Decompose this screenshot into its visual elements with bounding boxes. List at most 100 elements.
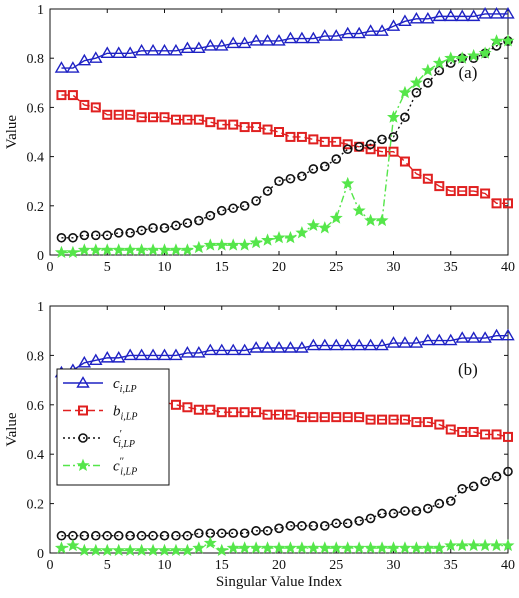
data-point-c_dprime — [295, 226, 309, 239]
x-tick-label: 20 — [272, 260, 286, 275]
data-point-c_dprime — [352, 541, 366, 554]
data-point-c_dprime — [306, 218, 320, 231]
data-point-b — [468, 426, 479, 437]
data-point-c_prime — [434, 498, 445, 509]
y-tick-label: 0.2 — [27, 498, 45, 513]
series-c_prime — [56, 466, 513, 541]
data-point-c_prime — [136, 530, 147, 541]
legend-marker-c_prime — [78, 433, 88, 443]
data-point-c — [226, 343, 240, 356]
data-point-c_dprime — [112, 243, 126, 256]
x-tick-label: 0 — [47, 558, 54, 573]
data-point-c — [489, 328, 504, 341]
data-point-c — [352, 26, 366, 39]
y-tick-label: 0.6 — [27, 399, 45, 414]
x-tick-label: 5 — [104, 558, 111, 573]
data-point-c_prime — [239, 201, 250, 211]
data-point-b — [331, 412, 342, 423]
data-point-b — [411, 417, 422, 428]
data-point-b — [296, 131, 307, 142]
data-point-b — [193, 114, 204, 125]
data-point-c — [192, 41, 206, 54]
data-point-c_prime — [102, 530, 113, 541]
data-point-c_prime — [262, 186, 273, 196]
data-point-c_dprime — [398, 541, 412, 554]
data-point-c_dprime — [203, 536, 217, 549]
data-point-c — [329, 338, 343, 351]
x-tick-label: 40 — [501, 260, 515, 275]
legend-marker-c — [76, 376, 90, 388]
data-point-b — [319, 136, 330, 147]
data-point-c_dprime — [66, 245, 80, 259]
data-point-c_dprime — [54, 245, 68, 259]
data-point-b — [182, 402, 193, 413]
data-point-c_prime — [331, 518, 342, 529]
data-point-c — [340, 338, 355, 351]
data-point-c_prime — [274, 523, 284, 534]
data-point-c_prime — [503, 466, 513, 477]
data-point-c_dprime — [352, 203, 366, 217]
data-point-b — [216, 119, 227, 130]
data-point-c — [157, 43, 172, 56]
data-point-b — [342, 139, 353, 150]
data-point-c_dprime — [169, 543, 183, 557]
data-point-c_dprime — [89, 543, 103, 557]
data-point-c — [77, 53, 92, 66]
data-point-c_dprime — [444, 51, 458, 64]
data-point-c — [398, 14, 412, 26]
legend-marker-c_dprime — [76, 458, 90, 472]
data-point-c_prime — [411, 506, 422, 516]
data-point-b — [285, 409, 296, 420]
data-point-c_prime — [319, 521, 330, 531]
data-point-c_dprime — [295, 541, 309, 554]
data-point-b — [399, 414, 410, 425]
data-point-c_prime — [468, 481, 479, 492]
data-point-c_dprime — [77, 543, 91, 557]
data-point-c_dprime — [409, 541, 423, 554]
data-point-c_prime — [216, 205, 227, 216]
data-point-c_dprime — [261, 233, 275, 246]
data-point-c_prime — [285, 521, 296, 531]
x-tick-label: 30 — [387, 260, 401, 275]
data-point-c — [134, 43, 149, 56]
data-point-c — [237, 36, 252, 49]
data-point-c_prime — [365, 139, 376, 150]
data-point-c — [134, 348, 149, 361]
data-point-b — [331, 136, 342, 147]
data-point-c_prime — [148, 530, 158, 541]
data-point-c — [54, 61, 69, 73]
data-point-b — [125, 109, 136, 120]
data-point-c — [111, 350, 126, 363]
data-point-b — [411, 168, 422, 179]
x-tick-label: 30 — [387, 558, 401, 573]
data-point-c — [77, 355, 92, 368]
data-point-c_dprime — [387, 110, 400, 123]
data-point-c_dprime — [249, 235, 263, 249]
data-point-c_dprime — [421, 63, 435, 77]
data-point-c_prime — [423, 503, 433, 514]
data-point-c_dprime — [501, 34, 515, 47]
series-line-c_dprime — [61, 542, 508, 552]
data-point-c — [169, 348, 183, 361]
data-point-c_dprime — [226, 541, 240, 554]
data-point-c — [432, 9, 447, 22]
data-point-c — [66, 61, 80, 73]
data-point-c_prime — [171, 530, 181, 541]
data-point-b — [205, 117, 216, 128]
data-point-b — [457, 426, 468, 437]
data-point-c — [455, 9, 469, 22]
data-point-c_prime — [319, 161, 330, 172]
y-tick-label: 0.6 — [27, 101, 45, 116]
data-point-b — [365, 414, 376, 425]
data-point-c_prime — [377, 134, 387, 145]
data-point-c — [260, 34, 275, 46]
data-point-c_dprime — [375, 541, 389, 554]
data-point-c — [283, 31, 298, 44]
data-point-c — [386, 19, 401, 31]
data-point-c_dprime — [89, 243, 103, 256]
data-point-c_dprime — [54, 541, 68, 554]
data-point-c_dprime — [432, 56, 446, 69]
data-point-b — [170, 399, 181, 410]
chart-panel-2: 0 5 10 15 20 25 30 35 40 0 0.2 0.4 0.6 0.8 1 Value Singu… — [4, 300, 515, 590]
